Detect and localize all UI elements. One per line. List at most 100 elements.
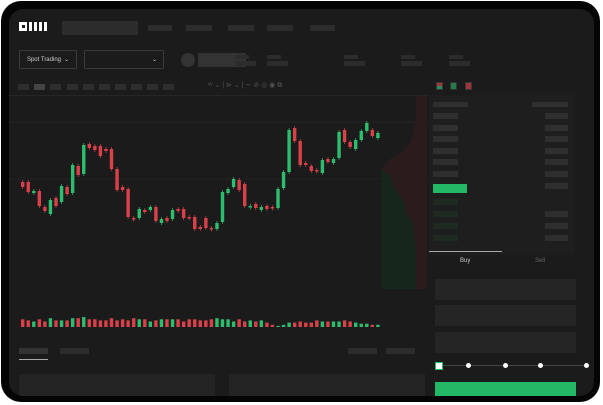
timeframe-button[interactable] — [18, 84, 29, 90]
orderbook-layout-bids-icon[interactable] — [450, 82, 457, 90]
bid-price[interactable] — [433, 211, 458, 217]
indicator-icon[interactable]: ᵛᵛ ⌄ | ⊳ ⌄ | ∼ ⊘ ◎ ◉ ⧉ — [208, 82, 283, 89]
timeframe-button[interactable] — [34, 84, 45, 90]
slider-stop-50[interactable] — [503, 363, 508, 368]
slider-stop-25[interactable] — [466, 363, 471, 368]
candle — [143, 210, 147, 212]
ask-price[interactable] — [433, 171, 458, 177]
ask-price[interactable] — [433, 136, 458, 142]
chevron-down-icon: ⌄ — [64, 57, 70, 63]
volume-bar — [281, 324, 286, 327]
volume-bar — [21, 319, 25, 327]
volume-bar — [187, 319, 191, 327]
timeframe-button[interactable] — [131, 84, 142, 90]
slider-stop-100[interactable] — [584, 363, 589, 368]
volume-bar — [48, 318, 53, 327]
percent-slider-handle[interactable] — [435, 362, 443, 370]
candle — [281, 172, 286, 188]
nav-item[interactable] — [186, 25, 212, 31]
tab-open-orders[interactable] — [19, 348, 48, 354]
volume-bar — [259, 320, 264, 327]
stat-label — [344, 55, 358, 59]
ask-price[interactable] — [433, 148, 458, 154]
candle — [159, 219, 164, 223]
candle — [170, 210, 175, 219]
orderbook-layout-asks-icon[interactable] — [465, 82, 472, 90]
candle — [226, 189, 230, 193]
filter-button[interactable] — [386, 348, 415, 354]
volume-bar — [342, 320, 347, 327]
volume-bar — [370, 324, 375, 327]
candle — [48, 200, 53, 214]
ask-price[interactable] — [433, 159, 458, 165]
amount-input[interactable] — [435, 305, 576, 326]
tab-order-history[interactable] — [60, 348, 89, 354]
candle — [320, 160, 325, 173]
total-input[interactable] — [435, 332, 576, 353]
timeframe-button[interactable] — [99, 84, 110, 90]
volume-bar — [137, 319, 141, 327]
candle — [342, 130, 347, 142]
bid-amount — [545, 211, 568, 217]
bid-price[interactable] — [433, 235, 458, 241]
timeframe-button[interactable] — [83, 84, 94, 90]
candle — [21, 182, 25, 187]
candle — [292, 128, 297, 141]
slider-stop-75[interactable] — [538, 363, 543, 368]
volume-bar — [159, 319, 164, 327]
volume-bar — [309, 322, 313, 327]
trading-mode-label: Spot Trading — [26, 56, 61, 63]
bid-price[interactable] — [433, 199, 458, 205]
timeframe-button[interactable] — [50, 84, 61, 90]
volume-bar — [115, 320, 119, 327]
volume-bar — [193, 319, 197, 327]
volume-bar — [65, 320, 69, 327]
volume-bar — [326, 321, 330, 327]
volume-bar — [76, 318, 80, 327]
candle — [220, 192, 225, 222]
timeframe-button[interactable] — [147, 84, 158, 90]
timeframe-button[interactable] — [67, 84, 78, 90]
stat-label — [235, 55, 249, 59]
ask-price[interactable] — [433, 113, 458, 119]
search-box[interactable] — [62, 21, 138, 35]
buy-button[interactable] — [435, 382, 576, 396]
candle — [259, 207, 264, 210]
stat-label — [401, 55, 415, 59]
tab-sell[interactable]: Sell — [535, 258, 546, 264]
bid-price[interactable] — [433, 223, 458, 229]
candle — [76, 166, 80, 175]
candle — [115, 169, 119, 190]
stat-value — [401, 61, 422, 66]
volume-bar — [120, 319, 125, 327]
tab-buy[interactable]: Buy — [460, 258, 471, 264]
orderbook-layout-both-icon[interactable] — [436, 82, 443, 90]
candle — [326, 159, 330, 162]
ask-amount — [545, 125, 568, 131]
divider — [9, 95, 429, 96]
nav-item[interactable] — [148, 25, 172, 31]
volume-bar — [32, 321, 36, 327]
trading-mode-select[interactable]: Spot Trading ⌄ — [19, 50, 77, 69]
ask-price[interactable] — [433, 125, 458, 131]
candle — [209, 228, 214, 230]
volume-bar — [98, 320, 103, 327]
candle — [204, 218, 208, 228]
timeframe-button[interactable] — [115, 84, 126, 90]
volume-bar — [376, 324, 380, 327]
nav-item[interactable] — [267, 25, 293, 31]
candle — [126, 189, 130, 217]
candlestick-chart[interactable] — [9, 9, 594, 396]
volume-bar — [254, 321, 258, 327]
timeframe-button[interactable] — [163, 84, 174, 90]
nav-item[interactable] — [310, 25, 335, 31]
volume-bar — [154, 320, 158, 327]
candle — [43, 207, 47, 211]
price-input[interactable] — [435, 279, 576, 300]
pair-select[interactable]: ⌄ — [84, 50, 164, 69]
candle — [104, 149, 108, 151]
filter-button[interactable] — [348, 348, 377, 354]
candle — [215, 223, 219, 229]
nav-item[interactable] — [228, 25, 254, 31]
percent-slider-track[interactable] — [439, 365, 587, 366]
